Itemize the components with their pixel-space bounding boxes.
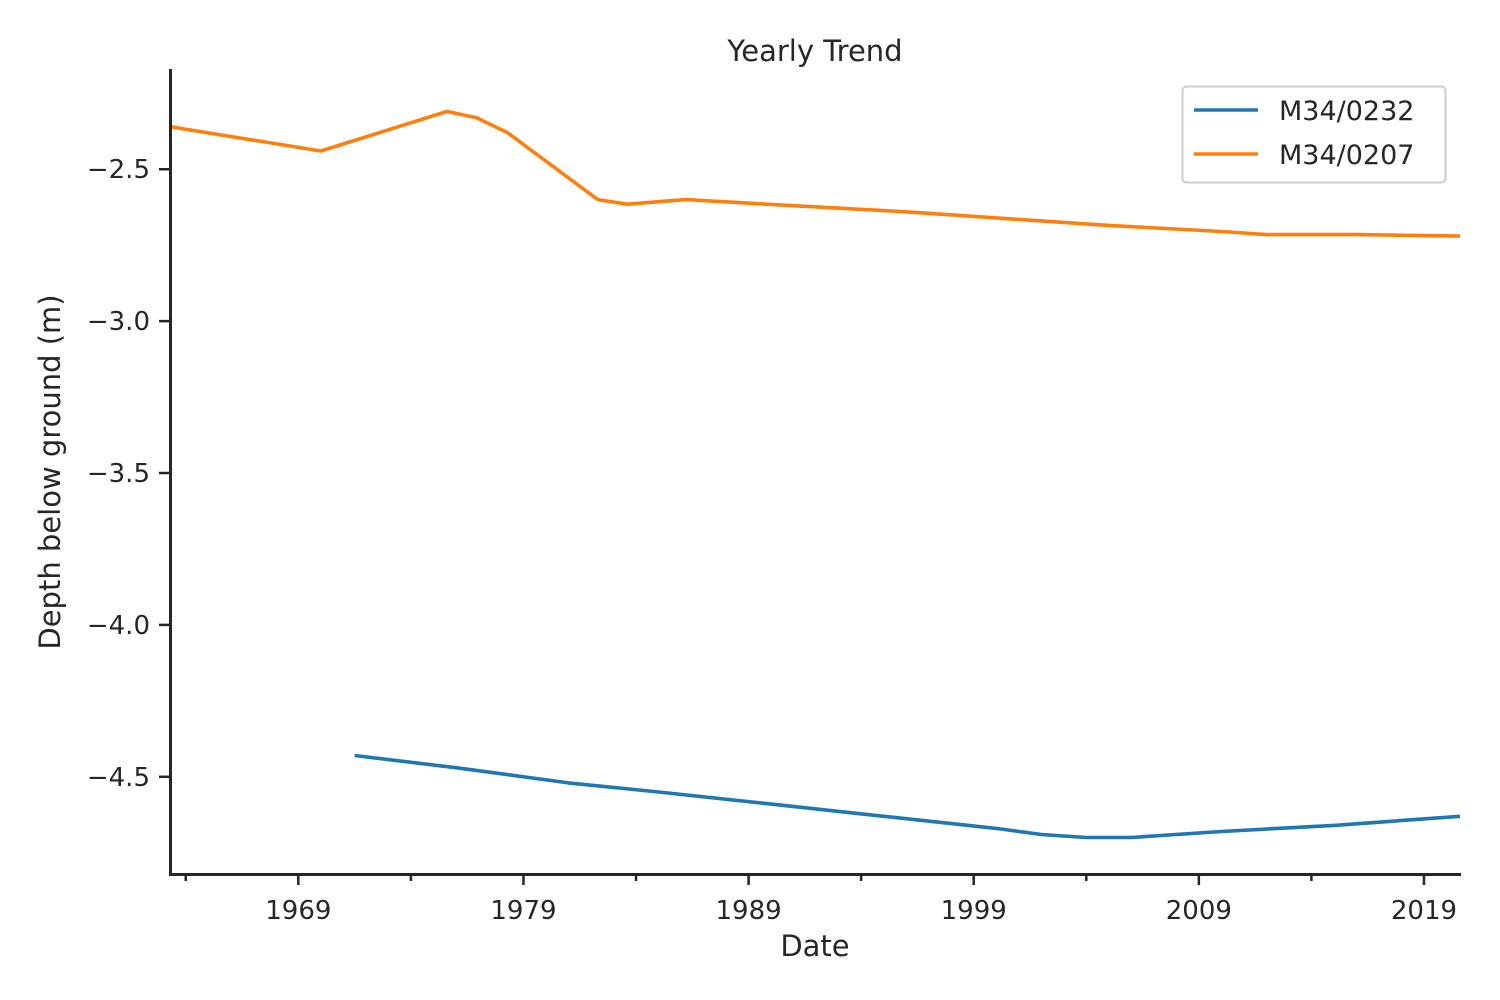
- series-line-2: [169, 109, 1461, 238]
- series-layer: [169, 109, 1461, 840]
- y-axis-ticks: −2.5 −3.0 −3.5 −4.0 −4.5: [87, 155, 170, 793]
- y-tick-label: −3.0: [87, 307, 150, 337]
- y-axis-label: Depth below ground (m): [33, 294, 67, 649]
- x-tick-label: 1979: [490, 896, 556, 926]
- legend-label-2: M34/0207: [1279, 140, 1414, 171]
- x-tick-label: 2009: [1166, 896, 1232, 926]
- series-line-1: [354, 753, 1461, 840]
- y-tick-label: −4.0: [87, 611, 150, 641]
- legend-label-1: M34/0232: [1279, 96, 1414, 127]
- x-tick-label: 1969: [265, 896, 331, 926]
- y-tick-label: −3.5: [87, 459, 150, 489]
- x-tick-label: 1989: [716, 896, 782, 926]
- x-tick-label: 2019: [1391, 896, 1457, 926]
- x-axis-ticks: 1969 1979 1989 1999 2009 2019: [184, 874, 1457, 926]
- legend: M34/0232 M34/0207: [1181, 85, 1447, 184]
- legend-items: M34/0232 M34/0207: [1194, 96, 1414, 171]
- chart-title: Yearly Trend: [726, 34, 902, 68]
- y-tick-label: −2.5: [87, 155, 150, 185]
- x-axis-label: Date: [780, 929, 849, 963]
- x-tick-label: 1999: [941, 896, 1007, 926]
- y-tick-label: −4.5: [87, 763, 150, 793]
